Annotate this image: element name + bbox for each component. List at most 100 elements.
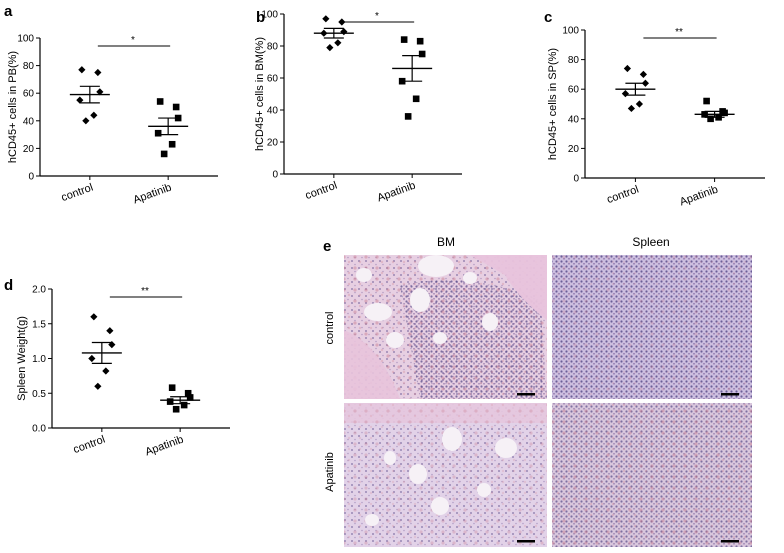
y-axis-label: hCD45+ cells in BM(%) (254, 37, 266, 151)
y-tick-label: 20 (267, 138, 279, 149)
x-tick-label-apatinib: Apatinib (678, 184, 719, 209)
y-axis-label: hCD45+ cells in PB(%) (7, 51, 19, 163)
column-header-spleen: Spleen (632, 235, 669, 249)
data-point-apatinib (180, 401, 188, 409)
histology-image-bm-apatinib (344, 403, 547, 547)
data-point-control (340, 28, 348, 36)
data-point-control (621, 90, 629, 98)
y-tick-label: 80 (568, 55, 580, 66)
x-tick-label-apatinib: Apatinib (144, 434, 185, 459)
x-tick-label-apatinib: Apatinib (376, 180, 417, 205)
significance-marker: ** (141, 286, 149, 297)
y-tick-label: 40 (23, 116, 35, 127)
data-point-apatinib (172, 405, 180, 413)
scale-bar (517, 393, 535, 396)
data-point-apatinib (172, 103, 180, 111)
data-point-apatinib (186, 394, 194, 401)
data-point-control (106, 327, 114, 335)
data-point-apatinib (398, 77, 406, 85)
column-header-bm: BM (437, 235, 455, 249)
panel-letter: a (4, 3, 13, 20)
scale-bar (517, 540, 535, 543)
data-point-apatinib (168, 140, 176, 148)
data-point-control (334, 39, 342, 47)
y-tick-label: 60 (568, 85, 580, 96)
panel-letter-e: e (323, 238, 331, 255)
data-point-control (88, 354, 96, 363)
histology-image-spleen-apatinib (552, 403, 752, 547)
x-tick-label-control: control (605, 184, 640, 207)
data-point-apatinib (154, 129, 162, 137)
data-point-apatinib (160, 150, 168, 158)
data-point-control (102, 367, 110, 375)
x-tick-label-apatinib: Apatinib (132, 182, 173, 207)
scale-bar (721, 393, 739, 396)
data-point-control (623, 64, 631, 73)
data-point-apatinib (412, 95, 420, 103)
panel-letter: c (544, 9, 552, 26)
data-point-control (326, 44, 334, 52)
y-tick-label: 2.0 (32, 285, 46, 296)
y-tick-label: 100 (261, 10, 278, 21)
data-point-control (322, 15, 330, 23)
data-point-apatinib (168, 384, 176, 391)
y-tick-label: 20 (568, 144, 580, 155)
x-tick-label-control: control (304, 180, 339, 203)
x-tick-label-control: control (72, 434, 107, 457)
data-point-apatinib (184, 389, 192, 397)
data-point-control (78, 66, 86, 74)
y-tick-label: 0.5 (32, 389, 46, 400)
y-tick-label: 40 (267, 106, 279, 117)
data-point-control (94, 68, 102, 77)
y-tick-label: 60 (23, 89, 35, 100)
scale-bar (721, 540, 739, 543)
panel-d: d Spleen Weight(g) 0.0 0.5 1.0 1.5 2.0 control A… (4, 277, 230, 458)
y-tick-label: 0.0 (32, 424, 46, 435)
y-tick-label: 0 (28, 172, 34, 183)
histology-image-spleen-control (552, 255, 752, 399)
panel-c: c hCD45+ cells in SP(%) 0 20 40 60 80 100 contro… (544, 9, 765, 208)
significance-marker: * (131, 35, 135, 46)
y-tick-label: 0 (573, 174, 579, 185)
significance-marker: ** (675, 27, 683, 38)
data-point-control (82, 117, 90, 125)
y-tick-label: 1.0 (32, 354, 46, 365)
significance-marker: * (375, 11, 379, 22)
data-point-apatinib (707, 115, 714, 123)
row-label-control: control (324, 311, 336, 344)
row-label-apatinib: Apatinib (324, 452, 336, 492)
data-point-apatinib (416, 37, 424, 45)
data-point-control (108, 341, 116, 349)
y-tick-label: 20 (23, 144, 35, 155)
y-tick-label: 100 (562, 26, 579, 37)
y-axis-label: Spleen Weight(g) (16, 316, 28, 401)
data-point-control (96, 88, 104, 96)
data-point-control (639, 70, 647, 78)
data-point-control (627, 104, 635, 113)
data-point-apatinib (400, 36, 408, 43)
panel-letter: b (256, 9, 265, 26)
y-tick-label: 1.5 (32, 319, 46, 330)
panel-letter: d (4, 277, 13, 294)
data-point-control (76, 96, 84, 104)
panel-e-histology: e BM Spleen control Apatinib (323, 235, 752, 547)
data-point-apatinib (156, 98, 164, 105)
histology-image-bm-control (344, 255, 547, 399)
data-point-control (635, 100, 643, 108)
data-point-control (90, 313, 98, 321)
data-point-apatinib (166, 398, 174, 405)
data-point-control (90, 111, 98, 119)
y-tick-label: 80 (267, 42, 279, 53)
data-point-apatinib (721, 109, 728, 117)
y-tick-label: 100 (17, 34, 34, 45)
data-point-apatinib (418, 50, 426, 58)
data-point-control (94, 382, 102, 390)
data-point-apatinib (703, 97, 710, 105)
y-axis-label: hCD45+ cells in SP(%) (547, 48, 559, 160)
data-point-apatinib (404, 113, 412, 120)
y-tick-label: 80 (23, 61, 35, 72)
y-tick-label: 0 (272, 170, 278, 181)
y-tick-label: 60 (267, 74, 279, 85)
panel-a: a hCD45+ cells in PB(%) 0 20 40 60 80 100 contro… (4, 3, 218, 206)
